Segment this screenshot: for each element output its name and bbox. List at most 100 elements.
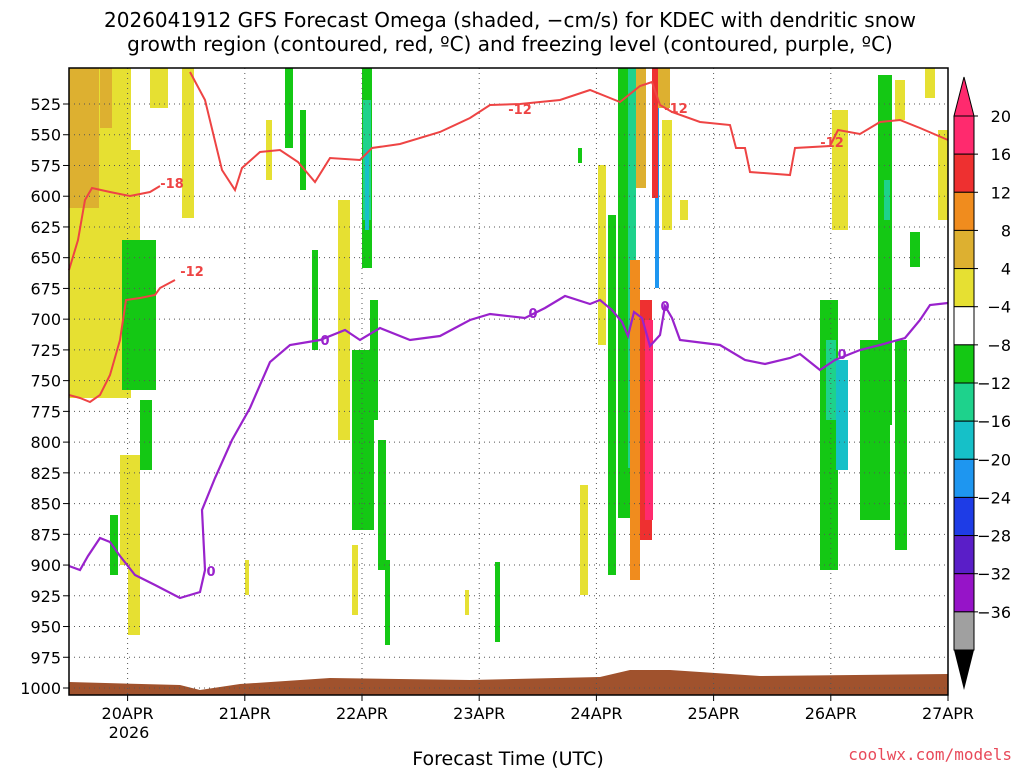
x-tick-label: 24APR (570, 704, 622, 723)
omega-region (128, 565, 140, 635)
plot-frame (68, 67, 949, 696)
x-axis-ticks: 20APR 21APR 22APR 23APR 24APR 25APR 26APR 27APR (102, 695, 974, 723)
omega-region (925, 68, 935, 98)
y-tick-label: 775 (30, 402, 61, 421)
omega-region (652, 68, 658, 198)
y-tick-label: 675 (30, 279, 61, 298)
y-tick-label: 900 (30, 556, 61, 575)
grid-lines (69, 68, 949, 695)
colorbar-label: −36 (977, 603, 1011, 622)
colorbar-swatch (953, 153, 975, 193)
omega-region (895, 340, 907, 550)
y-tick-label: 825 (30, 464, 61, 483)
omega-region (884, 180, 890, 220)
colorbar-top-arrow (953, 76, 975, 117)
purple-contour-label: 0 (320, 334, 329, 349)
colorbar-swatch (953, 458, 975, 498)
colorbar-swatch (953, 420, 975, 460)
omega-region (80, 320, 92, 380)
y-tick-label: 950 (30, 618, 61, 637)
omega-region (130, 150, 140, 250)
omega-region (69, 68, 99, 208)
y-tick-label: 600 (30, 187, 61, 206)
omega-region (110, 515, 118, 575)
omega-region (662, 120, 672, 230)
red-contour-label: -12 (180, 265, 204, 280)
red-contour-label: -12 (508, 103, 532, 118)
omega-region (300, 110, 306, 190)
omega-region (266, 120, 272, 180)
omega-region (826, 340, 836, 420)
colorbar-label: −4 (987, 298, 1011, 317)
omega-region (370, 300, 378, 420)
colorbar-swatch (953, 115, 975, 155)
chart-title-line1: 2026041912 GFS Forecast Omega (shaded, −… (104, 8, 916, 32)
x-tick-label: 27APR (922, 704, 974, 723)
omega-colorbar: 20 16 12 8 4 −4 −8 −12 −16 −20 −24 −28 −32 −36 (953, 76, 1011, 690)
purple-contour-label: 0 (837, 348, 846, 363)
omega-region (878, 75, 892, 425)
omega-region (598, 165, 606, 345)
colorbar-swatch (953, 229, 975, 270)
omega-region (312, 250, 318, 350)
omega-region (618, 68, 630, 518)
omega-region (378, 440, 386, 570)
colorbar-label: 20 (991, 107, 1011, 126)
colorbar-swatch (953, 611, 975, 651)
colorbar-label: −28 (977, 527, 1011, 546)
y-tick-label: 625 (30, 218, 61, 237)
temperature-contours: -18 -12 -12 -12 -12 0 0 0 0 0 (68, 71, 949, 600)
y-axis-ticks: 525 550 575 600 625 650 675 700 725 750 775 800 825 8… (20, 95, 69, 698)
colorbar-label: −12 (977, 374, 1011, 393)
omega-region (495, 562, 500, 642)
omega-region (245, 560, 249, 595)
omega-region (895, 80, 905, 120)
y-tick-label: 925 (30, 587, 61, 606)
y-tick-label: 800 (30, 433, 61, 452)
colorbar-swatch (953, 268, 975, 308)
omega-region (580, 485, 588, 595)
colorbar-label: 16 (991, 145, 1011, 164)
x-tick-label: 23APR (453, 704, 505, 723)
x-tick-label: 25APR (688, 704, 740, 723)
omega-region (150, 68, 168, 108)
colorbar-label: 12 (991, 183, 1011, 202)
x-tick-label: 21APR (219, 704, 271, 723)
x-tick-label: 26APR (805, 704, 857, 723)
omega-region (636, 68, 646, 188)
freezing-level-contour (68, 294, 949, 600)
omega-region (836, 360, 848, 470)
y-tick-label: 550 (30, 126, 61, 145)
omega-region (365, 150, 369, 230)
colorbar-label: −24 (977, 488, 1011, 507)
colorbar-swatch (953, 306, 975, 346)
omega-region (608, 215, 616, 575)
colorbar-bottom-arrow (954, 650, 974, 690)
omega-region (645, 320, 653, 520)
omega-region (938, 130, 948, 220)
omega-region (658, 68, 670, 108)
omega-region (182, 68, 194, 218)
snow-growth-contour (68, 185, 161, 271)
omega-region (465, 590, 469, 615)
omega-shading (69, 68, 948, 645)
colorbar-label: 4 (1001, 260, 1011, 279)
y-tick-label: 850 (30, 495, 61, 514)
omega-region (385, 560, 390, 645)
y-tick-label: 1000 (20, 679, 61, 698)
colorbar-label: −20 (977, 450, 1011, 469)
purple-contour-label: 0 (528, 307, 537, 322)
omega-region (338, 200, 350, 440)
purple-contour-label: 0 (206, 565, 215, 580)
colorbar-swatch (953, 535, 975, 575)
y-tick-label: 700 (30, 310, 61, 329)
colorbar-swatch (953, 496, 975, 537)
colorbar-swatch (953, 344, 975, 384)
ground-fill (69, 670, 948, 695)
snow-growth-contour (68, 279, 176, 404)
y-tick-label: 975 (30, 648, 61, 667)
y-tick-label: 750 (30, 372, 61, 391)
colorbar-swatch (953, 573, 975, 613)
chart-title-line2: growth region (contoured, red, ºC) and f… (127, 32, 893, 56)
